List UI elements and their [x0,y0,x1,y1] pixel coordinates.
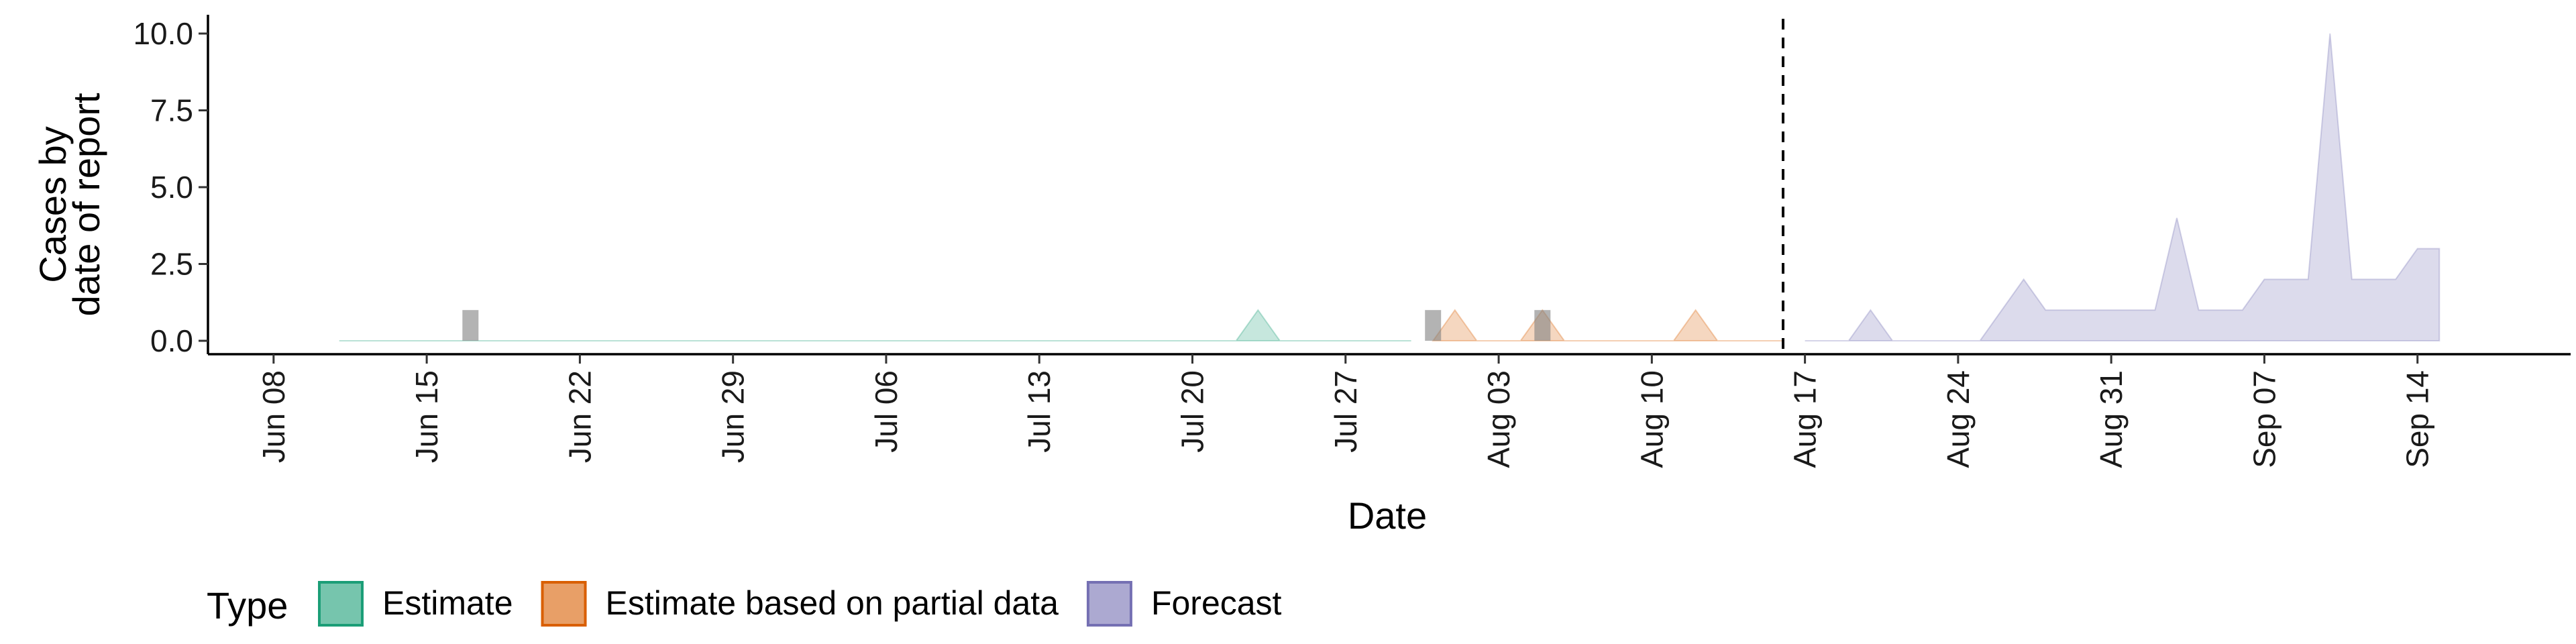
x-tick-label: Aug 10 [1634,370,1669,468]
x-tick-label: Aug 03 [1481,370,1516,468]
x-tick-label: Jul 06 [869,370,904,453]
observed-bar-1 [462,310,479,341]
observed-bar-3 [1534,310,1551,341]
x-tick-label: Aug 17 [1788,370,1823,468]
y-tick-label: 7.5 [150,93,193,128]
x-tick-label: Sep 07 [2247,370,2282,468]
x-tick-label: Jun 15 [409,370,444,463]
legend-key-1 [318,581,364,627]
observed-bar-2 [1425,310,1442,341]
legend-label-3: Forecast [1151,584,1282,622]
x-tick-label: Aug 24 [1941,370,1976,468]
y-tick-label: 5.0 [150,170,193,205]
x-tick-label: Jun 29 [716,370,751,463]
y-axis-title-line-1: Cases by [32,126,74,282]
series-area-2 [1432,309,1783,341]
y-tick-label: 0.0 [150,323,193,358]
y-axis-title: Cases by date of report [32,93,107,317]
legend: Type Estimate Estimate based on partial d… [207,581,1282,627]
x-axis-title: Date [1348,494,1427,537]
legend-key-2 [541,581,587,627]
legend-key-3 [1086,581,1132,627]
plot-area: 0.0 2.5 5.0 7.5 10.0 Jun 08 Jun 15 Jun 22 Jun 29… [133,15,2571,468]
x-tick-label: Jul 13 [1022,370,1057,453]
x-tick-label: Jun 08 [256,370,291,463]
y-tick-label: 2.5 [150,247,193,282]
legend-title: Type [207,584,288,627]
legend-label-1: Estimate [382,584,513,622]
x-tick-label: Jul 20 [1175,370,1210,453]
series-area-3 [1805,33,2440,341]
x-tick-label: Jun 22 [562,370,597,463]
series-area-1 [339,309,1411,341]
y-tick-label: 10.0 [133,16,193,51]
y-axis-title-line-2: date of report [65,93,107,317]
legend-label-2: Estimate based on partial data [606,584,1059,622]
x-tick-label: Aug 31 [2094,370,2129,468]
x-tick-label: Jul 27 [1328,370,1363,453]
x-tick-label: Sep 14 [2400,370,2435,468]
